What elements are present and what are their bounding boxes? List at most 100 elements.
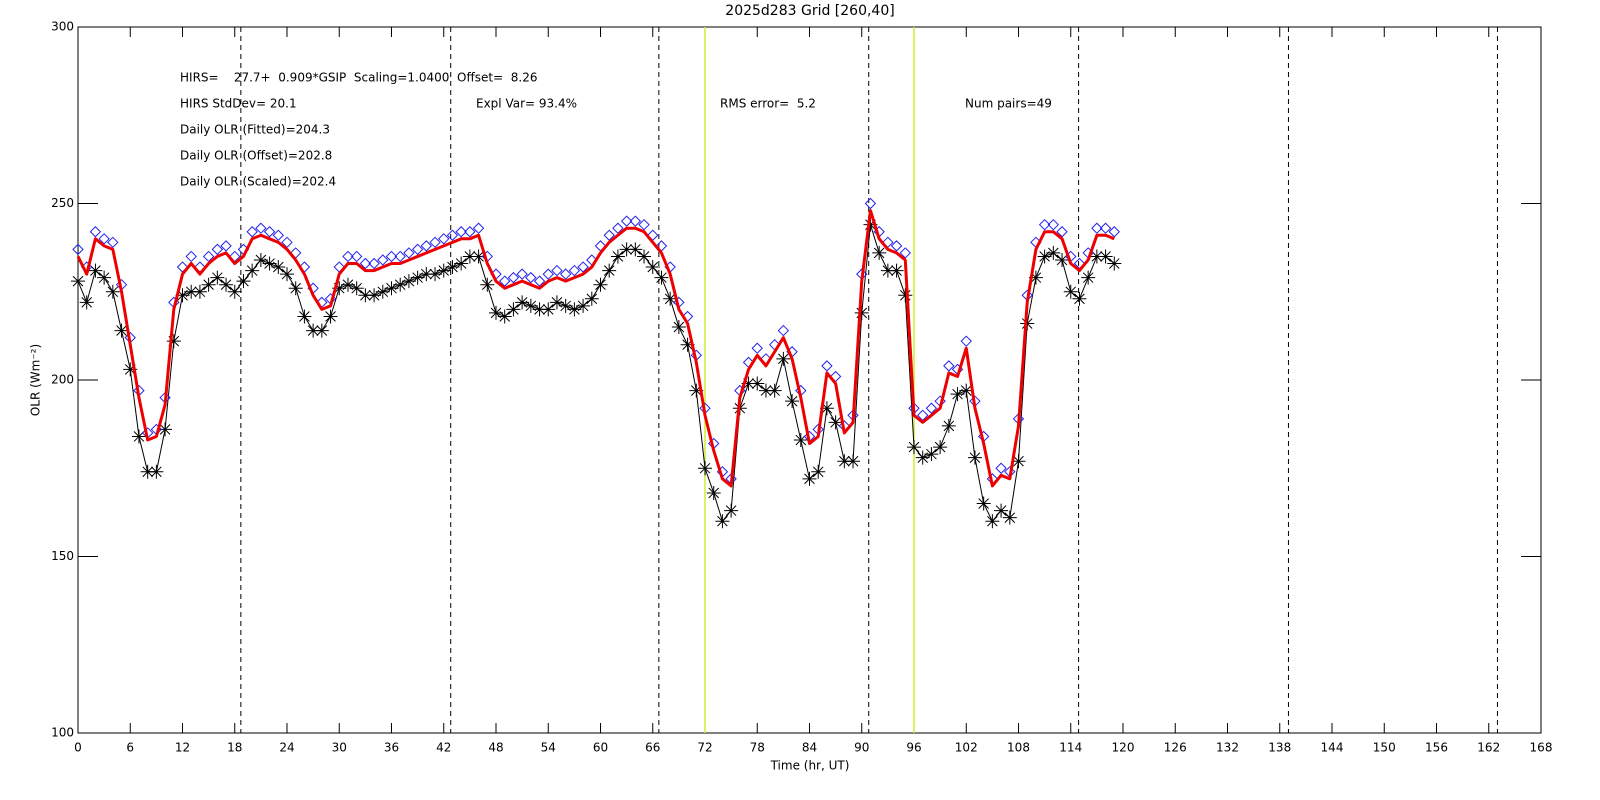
asterisk-marker	[401, 274, 416, 289]
asterisk-marker	[79, 295, 94, 310]
asterisk-marker	[201, 277, 216, 292]
asterisk-marker	[828, 415, 843, 430]
asterisk-marker	[280, 267, 294, 282]
x-tick-label: 6	[126, 741, 134, 755]
diamond-marker	[107, 236, 119, 249]
diamond-marker	[1099, 222, 1112, 234]
asterisk-marker	[428, 267, 443, 282]
diamond-marker	[1038, 218, 1051, 231]
diamond-marker	[995, 462, 1007, 474]
diamond-marker	[394, 250, 406, 263]
asterisk-marker	[689, 383, 704, 398]
x-tick-label: 36	[384, 741, 399, 755]
x-tick-label: 108	[1007, 741, 1030, 755]
diamond-marker	[507, 271, 520, 284]
diamond-marker	[255, 222, 267, 234]
asterisk-marker	[645, 260, 660, 275]
asterisk-marker	[131, 429, 146, 444]
asterisk-marker	[245, 263, 260, 278]
asterisk-marker	[1081, 270, 1096, 285]
diamond-marker	[612, 222, 624, 234]
asterisk-marker	[367, 288, 382, 303]
diamond-marker	[359, 257, 372, 270]
annotation: Num pairs=49	[965, 97, 1052, 111]
asterisk-marker	[497, 309, 512, 324]
asterisk-marker	[306, 323, 321, 338]
asterisk-marker	[907, 440, 921, 455]
asterisk-marker	[445, 260, 460, 275]
asterisk-marker	[1098, 249, 1113, 264]
x-tick-label: 96	[906, 741, 921, 755]
x-tick-label: 156	[1425, 741, 1448, 755]
diamond-marker	[890, 240, 903, 252]
x-tick-label: 42	[436, 741, 451, 755]
x-tick-label: 120	[1112, 741, 1135, 755]
asterisk-marker	[166, 334, 181, 349]
asterisk-marker	[1072, 291, 1087, 306]
diamond-marker	[899, 247, 911, 259]
asterisk-marker	[549, 295, 564, 310]
diamond-marker	[960, 335, 972, 347]
diamond-marker	[551, 264, 563, 277]
diamond-marker	[777, 324, 790, 337]
asterisk-marker	[410, 270, 425, 285]
diamond-marker	[516, 268, 528, 280]
x-tick-label: 150	[1373, 741, 1396, 755]
asterisk-marker	[1046, 245, 1061, 260]
diamond-marker	[185, 250, 197, 263]
asterisk-marker	[332, 281, 347, 296]
asterisk-marker	[88, 263, 103, 278]
asterisk-marker	[785, 394, 800, 409]
asterisk-marker	[671, 320, 686, 335]
asterisk-marker	[863, 217, 878, 232]
asterisk-marker	[628, 242, 643, 257]
diamond-marker	[350, 250, 363, 263]
line	[76, 209, 1115, 488]
annotation: Daily OLR (Fitted)=204.3	[180, 123, 330, 137]
asterisk-marker	[558, 298, 573, 313]
asterisk-marker	[741, 376, 756, 391]
diamond-marker	[98, 233, 110, 245]
diamond-marker	[272, 229, 284, 241]
asterisk-marker	[854, 305, 869, 320]
asterisk-marker	[950, 387, 965, 402]
x-axis-label: Time (hr, UT)	[770, 759, 850, 773]
diamond-marker	[559, 268, 572, 280]
x-tick-label: 12	[175, 741, 190, 755]
diamond-marker	[620, 215, 633, 227]
x-tick-label: 84	[802, 741, 817, 755]
asterisk-marker	[819, 401, 834, 416]
asterisk-marker	[1037, 249, 1052, 264]
asterisk-marker	[715, 514, 730, 529]
diamond-marker	[568, 264, 581, 277]
asterisk-marker	[419, 267, 434, 282]
asterisk-marker	[811, 464, 826, 479]
asterisk-marker	[758, 383, 773, 398]
asterisk-marker	[358, 288, 373, 303]
asterisk-marker	[750, 376, 765, 391]
asterisk-marker	[236, 274, 251, 289]
asterisk-marker	[967, 450, 982, 465]
chart-title: 2025d283 Grid [260,40]	[725, 3, 894, 19]
asterisk-marker	[985, 514, 1000, 529]
diamond-marker	[864, 197, 877, 210]
diamond-marker	[385, 250, 398, 263]
asterisk-marker	[149, 464, 164, 479]
asterisk-marker	[724, 503, 739, 518]
asterisk-marker	[288, 281, 303, 296]
diamond-marker	[446, 229, 459, 241]
asterisk-marker	[1011, 454, 1026, 469]
asterisk-marker	[349, 281, 364, 296]
x-tick-label: 18	[227, 741, 242, 755]
asterisk-marker	[889, 263, 904, 278]
asterisk-marker	[567, 302, 582, 317]
asterisk-marker	[793, 433, 808, 448]
asterisk-marker	[71, 274, 85, 289]
x-tick-label: 102	[955, 741, 978, 755]
asterisk-marker	[933, 440, 948, 455]
asterisk-marker	[105, 284, 120, 299]
asterisk-marker	[253, 252, 268, 267]
diamond-marker	[455, 226, 467, 238]
x-tick-label: 162	[1477, 741, 1500, 755]
diamond-marker	[638, 218, 650, 231]
